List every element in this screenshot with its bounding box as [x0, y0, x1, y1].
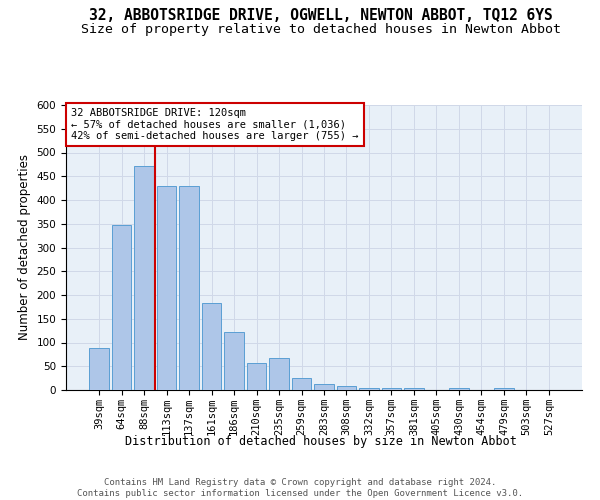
Text: Contains HM Land Registry data © Crown copyright and database right 2024.
Contai: Contains HM Land Registry data © Crown c… — [77, 478, 523, 498]
Bar — [202, 303, 221, 390]
Text: 32, ABBOTSRIDGE DRIVE, OGWELL, NEWTON ABBOT, TQ12 6YS: 32, ABBOTSRIDGE DRIVE, OGWELL, NEWTON AB… — [89, 8, 553, 22]
Bar — [112, 224, 131, 390]
Bar — [494, 388, 514, 390]
Text: 32 ABBOTSRIDGE DRIVE: 120sqm
← 57% of detached houses are smaller (1,036)
42% of: 32 ABBOTSRIDGE DRIVE: 120sqm ← 57% of de… — [71, 108, 359, 141]
Bar — [179, 186, 199, 390]
Bar — [224, 332, 244, 390]
Bar — [337, 386, 356, 390]
Bar — [89, 348, 109, 390]
Bar — [292, 378, 311, 390]
Bar — [157, 186, 176, 390]
Text: Size of property relative to detached houses in Newton Abbot: Size of property relative to detached ho… — [81, 22, 561, 36]
Bar — [314, 384, 334, 390]
Bar — [449, 388, 469, 390]
Text: Distribution of detached houses by size in Newton Abbot: Distribution of detached houses by size … — [125, 435, 517, 448]
Bar — [247, 363, 266, 390]
Bar — [134, 166, 154, 390]
Bar — [404, 388, 424, 390]
Bar — [382, 388, 401, 390]
Y-axis label: Number of detached properties: Number of detached properties — [18, 154, 31, 340]
Bar — [269, 358, 289, 390]
Bar — [359, 388, 379, 390]
